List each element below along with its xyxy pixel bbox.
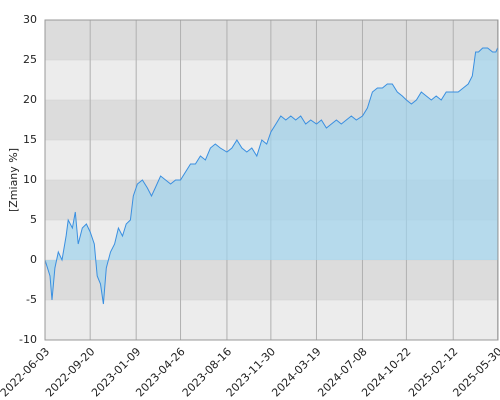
y-tick-label: -5 xyxy=(26,293,37,306)
y-axis-label: [Zmiany %] xyxy=(7,148,20,212)
band xyxy=(45,300,498,340)
y-tick-label: 0 xyxy=(30,253,37,266)
area xyxy=(45,48,498,304)
band xyxy=(45,260,498,300)
y-tick-label: 5 xyxy=(30,213,37,226)
plot-frame xyxy=(44,19,499,341)
y-tick-label: 20 xyxy=(23,93,37,106)
y-tick-label: 25 xyxy=(23,53,37,66)
y-tick-label: 15 xyxy=(23,133,37,146)
y-tick-label: 30 xyxy=(23,13,37,26)
y-tick-label: -10 xyxy=(19,333,37,346)
band xyxy=(45,60,498,100)
band xyxy=(45,20,498,60)
y-tick-label: 10 xyxy=(23,173,37,186)
line xyxy=(44,47,499,305)
